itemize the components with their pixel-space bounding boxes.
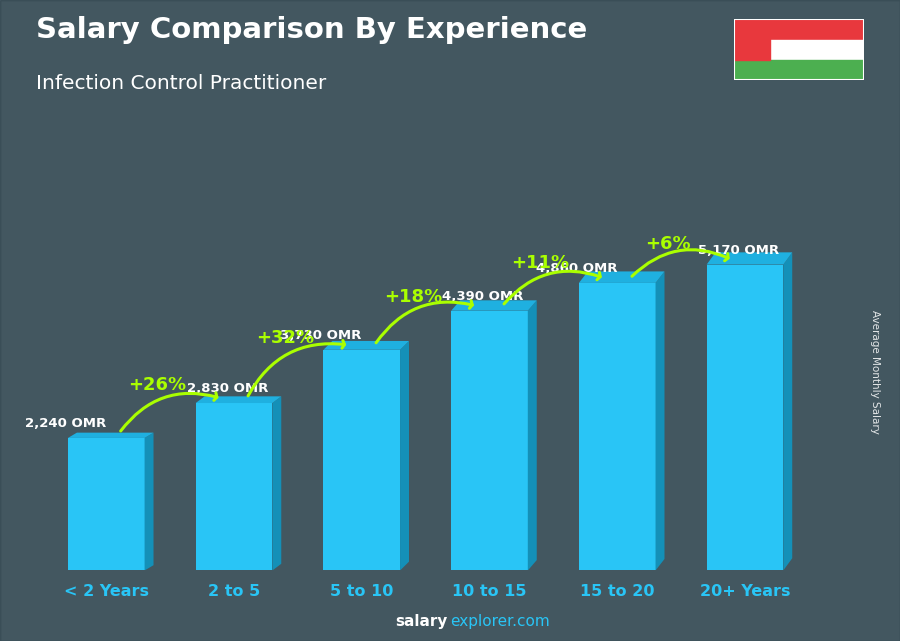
Text: +6%: +6% [645, 235, 691, 253]
Polygon shape [68, 433, 154, 438]
Polygon shape [195, 396, 282, 403]
Text: +32%: +32% [256, 329, 314, 347]
Bar [323, 350, 400, 570]
Text: 3,730 OMR: 3,730 OMR [280, 329, 362, 342]
Text: 2,830 OMR: 2,830 OMR [187, 382, 268, 395]
Bar [579, 283, 655, 570]
Bar [451, 311, 527, 570]
Polygon shape [323, 341, 409, 350]
Text: 2,240 OMR: 2,240 OMR [25, 417, 106, 430]
Bar [734, 19, 770, 60]
Bar [706, 265, 783, 570]
Polygon shape [783, 253, 792, 570]
Bar [68, 438, 145, 570]
Polygon shape [706, 253, 792, 265]
Text: +11%: +11% [511, 254, 570, 272]
Text: +18%: +18% [383, 288, 442, 306]
Bar [734, 19, 864, 40]
Polygon shape [655, 271, 664, 570]
Bar [734, 40, 864, 60]
Text: Salary Comparison By Experience: Salary Comparison By Experience [36, 16, 587, 44]
Polygon shape [273, 396, 282, 570]
Text: +26%: +26% [129, 376, 186, 394]
Text: Infection Control Practitioner: Infection Control Practitioner [36, 74, 326, 93]
Polygon shape [579, 271, 664, 283]
Text: explorer.com: explorer.com [450, 615, 550, 629]
Bar [734, 60, 864, 80]
Polygon shape [400, 341, 409, 570]
Text: Average Monthly Salary: Average Monthly Salary [869, 310, 880, 434]
Polygon shape [451, 301, 536, 311]
Polygon shape [527, 301, 536, 570]
Text: 5,170 OMR: 5,170 OMR [698, 244, 779, 257]
Text: 4,860 OMR: 4,860 OMR [536, 262, 617, 275]
Text: salary: salary [395, 615, 447, 629]
Bar [195, 403, 273, 570]
Polygon shape [145, 433, 154, 570]
Text: 4,390 OMR: 4,390 OMR [443, 290, 524, 303]
